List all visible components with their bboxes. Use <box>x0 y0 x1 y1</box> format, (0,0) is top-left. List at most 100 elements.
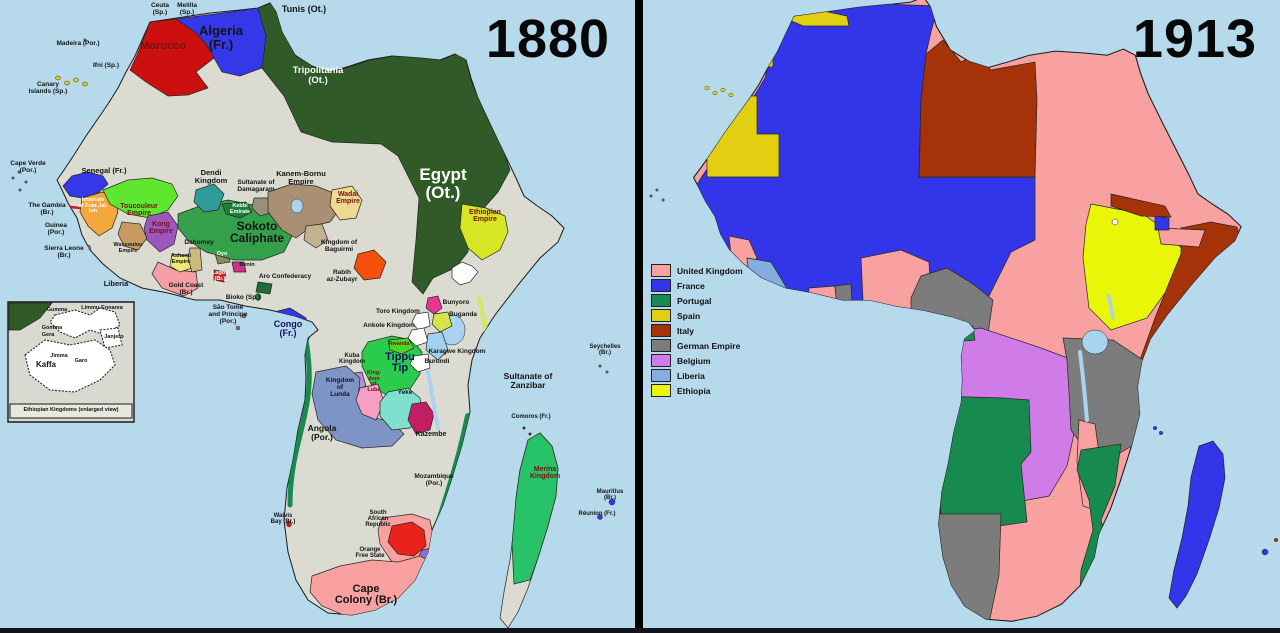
region-comoros-2 <box>1159 431 1164 436</box>
region-gambia-uk <box>702 255 736 261</box>
colonial-powers-legend: United Kingdom France Portugal Spain Italy Ge… <box>651 263 743 398</box>
year-label-1913: 1913 <box>1132 9 1258 69</box>
region-dahomey <box>187 247 203 273</box>
region-cape-verde-1 <box>11 176 15 180</box>
region-libya-italy <box>918 39 1038 178</box>
legend-swatch <box>651 369 671 382</box>
region-bunyoro <box>425 295 443 315</box>
legend-label: German Empire <box>677 340 741 351</box>
legend-label: Italy <box>677 325 695 336</box>
legend-item: Spain <box>651 308 743 323</box>
region-karagwe <box>425 331 449 361</box>
regions-1913 <box>693 3 1240 622</box>
region-canary-3 <box>73 77 79 83</box>
region-ottoman-north-egypt <box>257 3 511 295</box>
region-lake-chad <box>290 198 304 214</box>
legend-item: Liberia <box>651 368 743 383</box>
region-kebbi <box>221 201 253 219</box>
region-algeria <box>175 7 267 77</box>
region-cape-verde-3 <box>24 180 28 184</box>
region-angola-portugal <box>934 395 1032 527</box>
region-comoros-2 <box>528 432 532 436</box>
region-rabih-az-zubayr <box>353 249 387 281</box>
region-canary-1 <box>704 85 710 90</box>
region-mauritius <box>1261 548 1269 556</box>
year-label-1880: 1880 <box>485 9 611 69</box>
region-mauritius <box>608 498 616 506</box>
region-lake-malawi <box>1078 350 1089 422</box>
region-wadai <box>329 185 363 221</box>
legend-item: German Empire <box>651 338 743 353</box>
inset-caption: Ethiopian Kingdoms (enlarged view) <box>23 407 119 413</box>
legend-swatch <box>651 309 671 322</box>
legend-item: United Kingdom <box>651 263 743 278</box>
region-wassoulou <box>117 221 148 251</box>
region-dendi <box>193 183 225 213</box>
legend-item: Belgium <box>651 353 743 368</box>
regions-1880 <box>57 3 511 615</box>
region-baguirmi <box>303 223 329 249</box>
region-sao-tome-1 <box>241 313 247 319</box>
region-kanem-bornu <box>267 183 341 239</box>
region-ankole <box>407 327 429 347</box>
region-transvaal-core <box>387 521 427 557</box>
region-luba <box>355 383 385 421</box>
legend-swatch <box>651 384 671 397</box>
region-french-somaliland <box>1154 215 1170 231</box>
region-kaffa-area <box>451 261 479 286</box>
region-cape-verde-3 <box>661 198 665 202</box>
panel-divider <box>635 0 643 633</box>
region-burundi <box>409 353 431 373</box>
region-seychelles-2 <box>605 370 609 374</box>
legend-label: United Kingdom <box>677 265 743 276</box>
map-1880-panel: Ceuta (Sp.) Melilla (Sp.) Tunis (Ot.) Moroc… <box>0 0 637 633</box>
region-aro-confederacy <box>255 281 273 295</box>
region-cabinda-portugal <box>950 325 976 343</box>
legend-item: Italy <box>651 323 743 338</box>
region-british-somaliland <box>1157 227 1206 248</box>
region-congo-fr <box>261 307 311 365</box>
region-inset-kaffa-blob <box>24 339 116 393</box>
ethiopian-kingdoms-inset <box>7 301 135 423</box>
map-1913-svg <box>649 0 1279 622</box>
region-rwanda <box>387 337 415 355</box>
region-comoros-1 <box>522 426 526 430</box>
region-madeira <box>83 38 87 42</box>
region-bioko <box>254 293 262 301</box>
map-1913-panel: United Kingdom France Portugal Spain Italy Ge… <box>643 0 1280 633</box>
region-benin <box>231 261 247 273</box>
region-senegal <box>62 171 109 199</box>
legend-item: France <box>651 278 743 293</box>
region-canary-1 <box>55 75 61 81</box>
region-kazembe <box>407 401 435 435</box>
region-merina-kingdom <box>511 432 559 585</box>
legend-label: Portugal <box>677 295 712 306</box>
region-lagos <box>213 269 227 283</box>
region-sao-tome-2 <box>235 325 241 331</box>
region-seychelles-1 <box>598 364 602 368</box>
region-portuguese-coast-strip <box>287 331 312 508</box>
region-canary-4 <box>728 92 734 97</box>
region-cape-verde-2 <box>17 170 21 174</box>
legend-item: Portugal <box>651 293 743 308</box>
region-lunda <box>311 365 405 449</box>
legend-label: Spain <box>677 310 701 321</box>
region-lake-victoria <box>1081 329 1109 355</box>
region-inset-caption-strip <box>9 403 133 419</box>
islands-1913 <box>649 85 1279 609</box>
region-lake-tanganyika <box>426 370 440 430</box>
region-spanish-guinea <box>902 311 926 328</box>
region-german-southwest-africa <box>932 513 1002 622</box>
region-reunion <box>597 514 603 520</box>
region-togo-german <box>834 283 854 329</box>
region-inset-janjero-blob <box>99 327 123 349</box>
legend-swatch <box>651 339 671 352</box>
legend-swatch <box>651 264 671 277</box>
region-canary-4 <box>82 81 88 87</box>
region-cape-verde-2 <box>655 188 659 192</box>
region-french-equatorial <box>894 319 952 451</box>
region-lake-turkana <box>1107 294 1115 320</box>
legend-swatch <box>651 324 671 337</box>
legend-swatch <box>651 294 671 307</box>
